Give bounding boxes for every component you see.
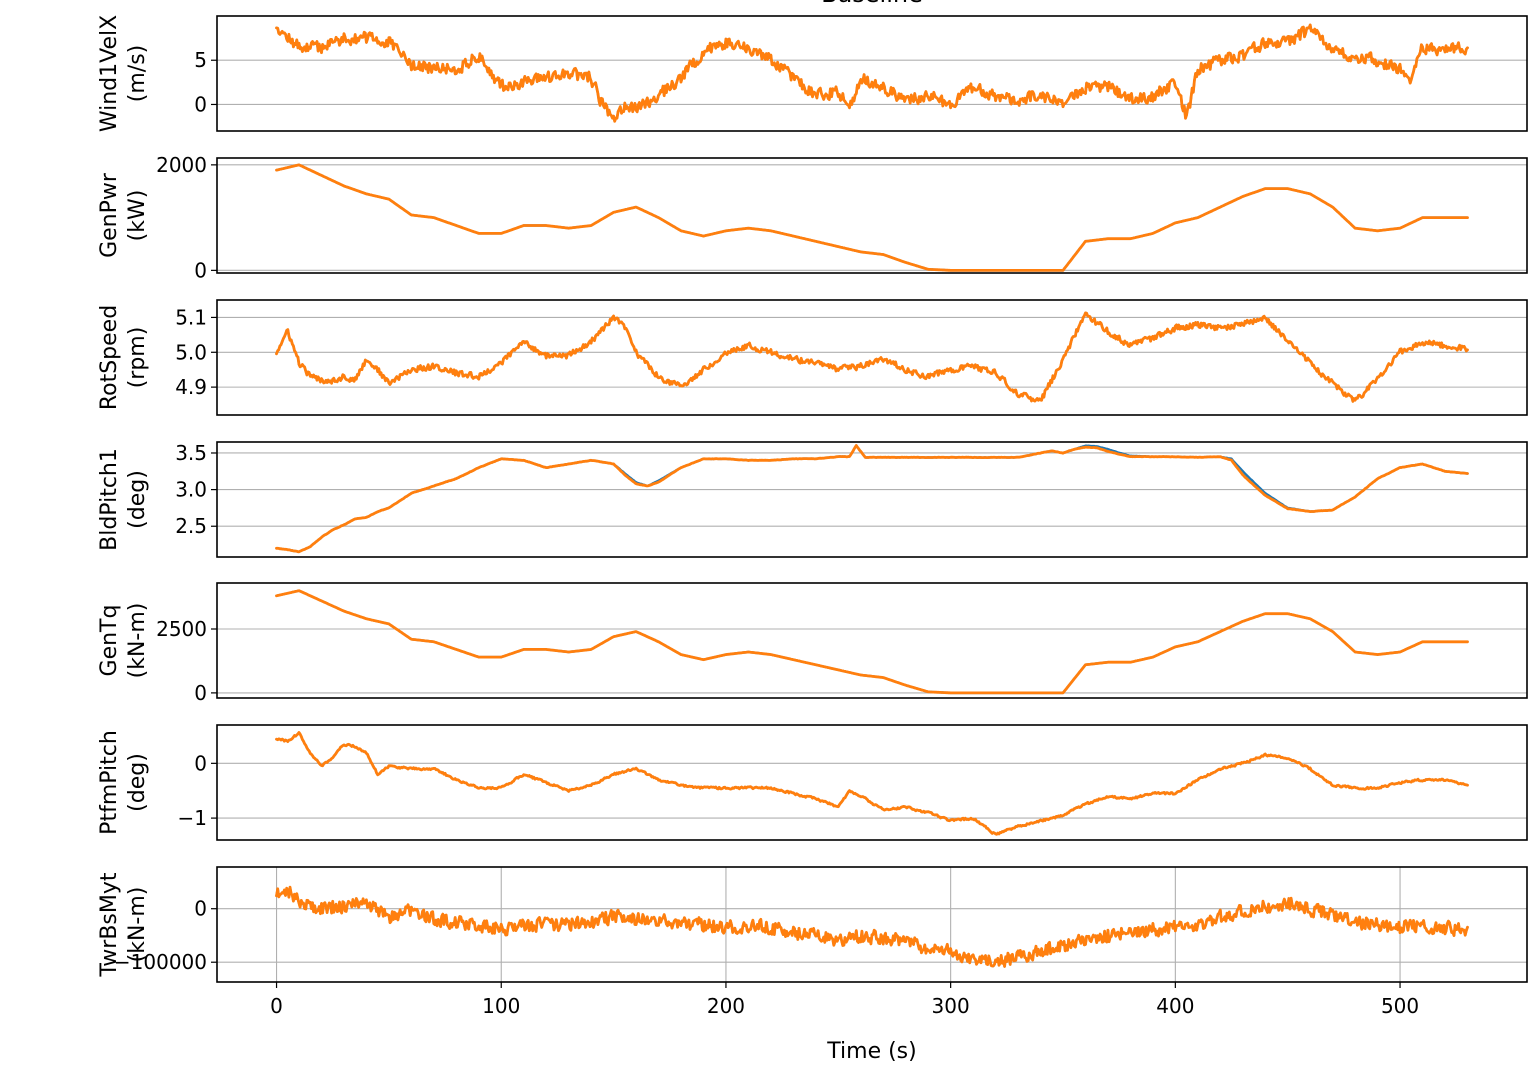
- subplot-1: 0 5 Wind1VelX (m/s): [97, 15, 1528, 132]
- y-tick-label: 5: [194, 48, 207, 72]
- x-tick-label: 400: [1156, 994, 1194, 1018]
- x-tick-label: 300: [932, 994, 970, 1018]
- y-tick-label: 5.0: [175, 340, 207, 364]
- series-line-2: [275, 731, 1469, 836]
- series-line-2: [275, 444, 1469, 554]
- y-tick-label: 2500: [156, 617, 207, 641]
- series-line-1: [275, 731, 1469, 836]
- x-tick-label: 500: [1381, 994, 1419, 1018]
- y-axis-label: Wind1VelX (m/s): [97, 15, 150, 132]
- y-axis-label-line: (kW): [125, 190, 150, 242]
- y-axis-label-line: (kN-m): [125, 603, 150, 679]
- plot-frame: [216, 866, 1528, 983]
- plot-frame: [216, 299, 1528, 416]
- subplot-7: −100000 0 0 100 200 300 400 500 TwrBsMyt (kN-m): [97, 866, 1528, 1018]
- y-axis-label: BldPitch1 (deg): [97, 448, 150, 551]
- y-axis-label: TwrBsMyt (kN-m): [97, 872, 150, 977]
- series-line-1: [275, 444, 1469, 553]
- subplot-6: −1 0 PtfmPitch (deg): [97, 724, 1528, 841]
- x-axis-label: Time (s): [826, 1039, 916, 1064]
- y-tick-label: 0: [194, 92, 207, 116]
- series-line-2: [275, 23, 1469, 123]
- y-tick-label: 0: [194, 258, 207, 282]
- y-axis-label-line: GenPwr: [97, 172, 122, 258]
- y-axis-label-line: PtfmPitch: [97, 730, 122, 835]
- series-line-2: [275, 885, 1469, 968]
- y-axis-label-line: (deg): [125, 470, 150, 529]
- y-axis-label: GenPwr (kW): [97, 172, 150, 258]
- chart-title: Baseline: [821, 0, 923, 8]
- y-axis-label-line: BldPitch1: [97, 448, 122, 551]
- y-axis-label-line: (deg): [125, 753, 150, 812]
- plot-frame: [216, 441, 1528, 558]
- y-tick-label: 3.5: [175, 441, 207, 465]
- y-tick-label: 5.1: [175, 305, 207, 329]
- y-tick-label: 0: [194, 681, 207, 705]
- plot-frame: [216, 15, 1528, 132]
- y-tick-label: 3.0: [175, 478, 207, 502]
- y-axis-label-line: (kN-m): [125, 887, 150, 963]
- subplot-4: 2.5 3.0 3.5 BldPitch1 (deg): [97, 441, 1528, 558]
- series-line-1: [275, 311, 1469, 403]
- series-line-2: [275, 163, 1469, 272]
- y-tick-label: 0: [194, 897, 207, 921]
- y-axis-label: PtfmPitch (deg): [97, 730, 150, 835]
- y-axis-label-line: RotSpeed: [97, 305, 122, 410]
- y-axis-label-line: GenTq: [97, 605, 122, 677]
- y-tick-label: −1: [178, 806, 207, 830]
- y-axis-label: GenTq (kN-m): [97, 603, 150, 679]
- y-axis-label-line: TwrBsMyt: [97, 872, 122, 977]
- y-tick-label: 4.9: [175, 375, 207, 399]
- series-line-2: [275, 311, 1469, 403]
- y-axis-label: RotSpeed (rpm): [97, 305, 150, 410]
- y-tick-label: 2.5: [175, 514, 207, 538]
- plot-frame: [216, 582, 1528, 699]
- subplot-3: 4.9 5.0 5.1 RotSpeed (rpm): [97, 299, 1528, 416]
- y-axis-label-line: (m/s): [125, 45, 150, 102]
- y-axis-label-line: (rpm): [125, 327, 150, 389]
- y-tick-label: 0: [194, 751, 207, 775]
- plot-frame: [216, 157, 1528, 274]
- y-tick-label: 2000: [156, 153, 207, 177]
- plot-frame: [216, 724, 1528, 841]
- y-axis-label-line: Wind1VelX: [97, 15, 122, 132]
- x-tick-label: 0: [270, 994, 283, 1018]
- x-tick-label: 200: [707, 994, 745, 1018]
- y-tick-label: −100000: [114, 950, 207, 974]
- x-tick-label: 100: [482, 994, 520, 1018]
- series-line-2: [275, 589, 1469, 695]
